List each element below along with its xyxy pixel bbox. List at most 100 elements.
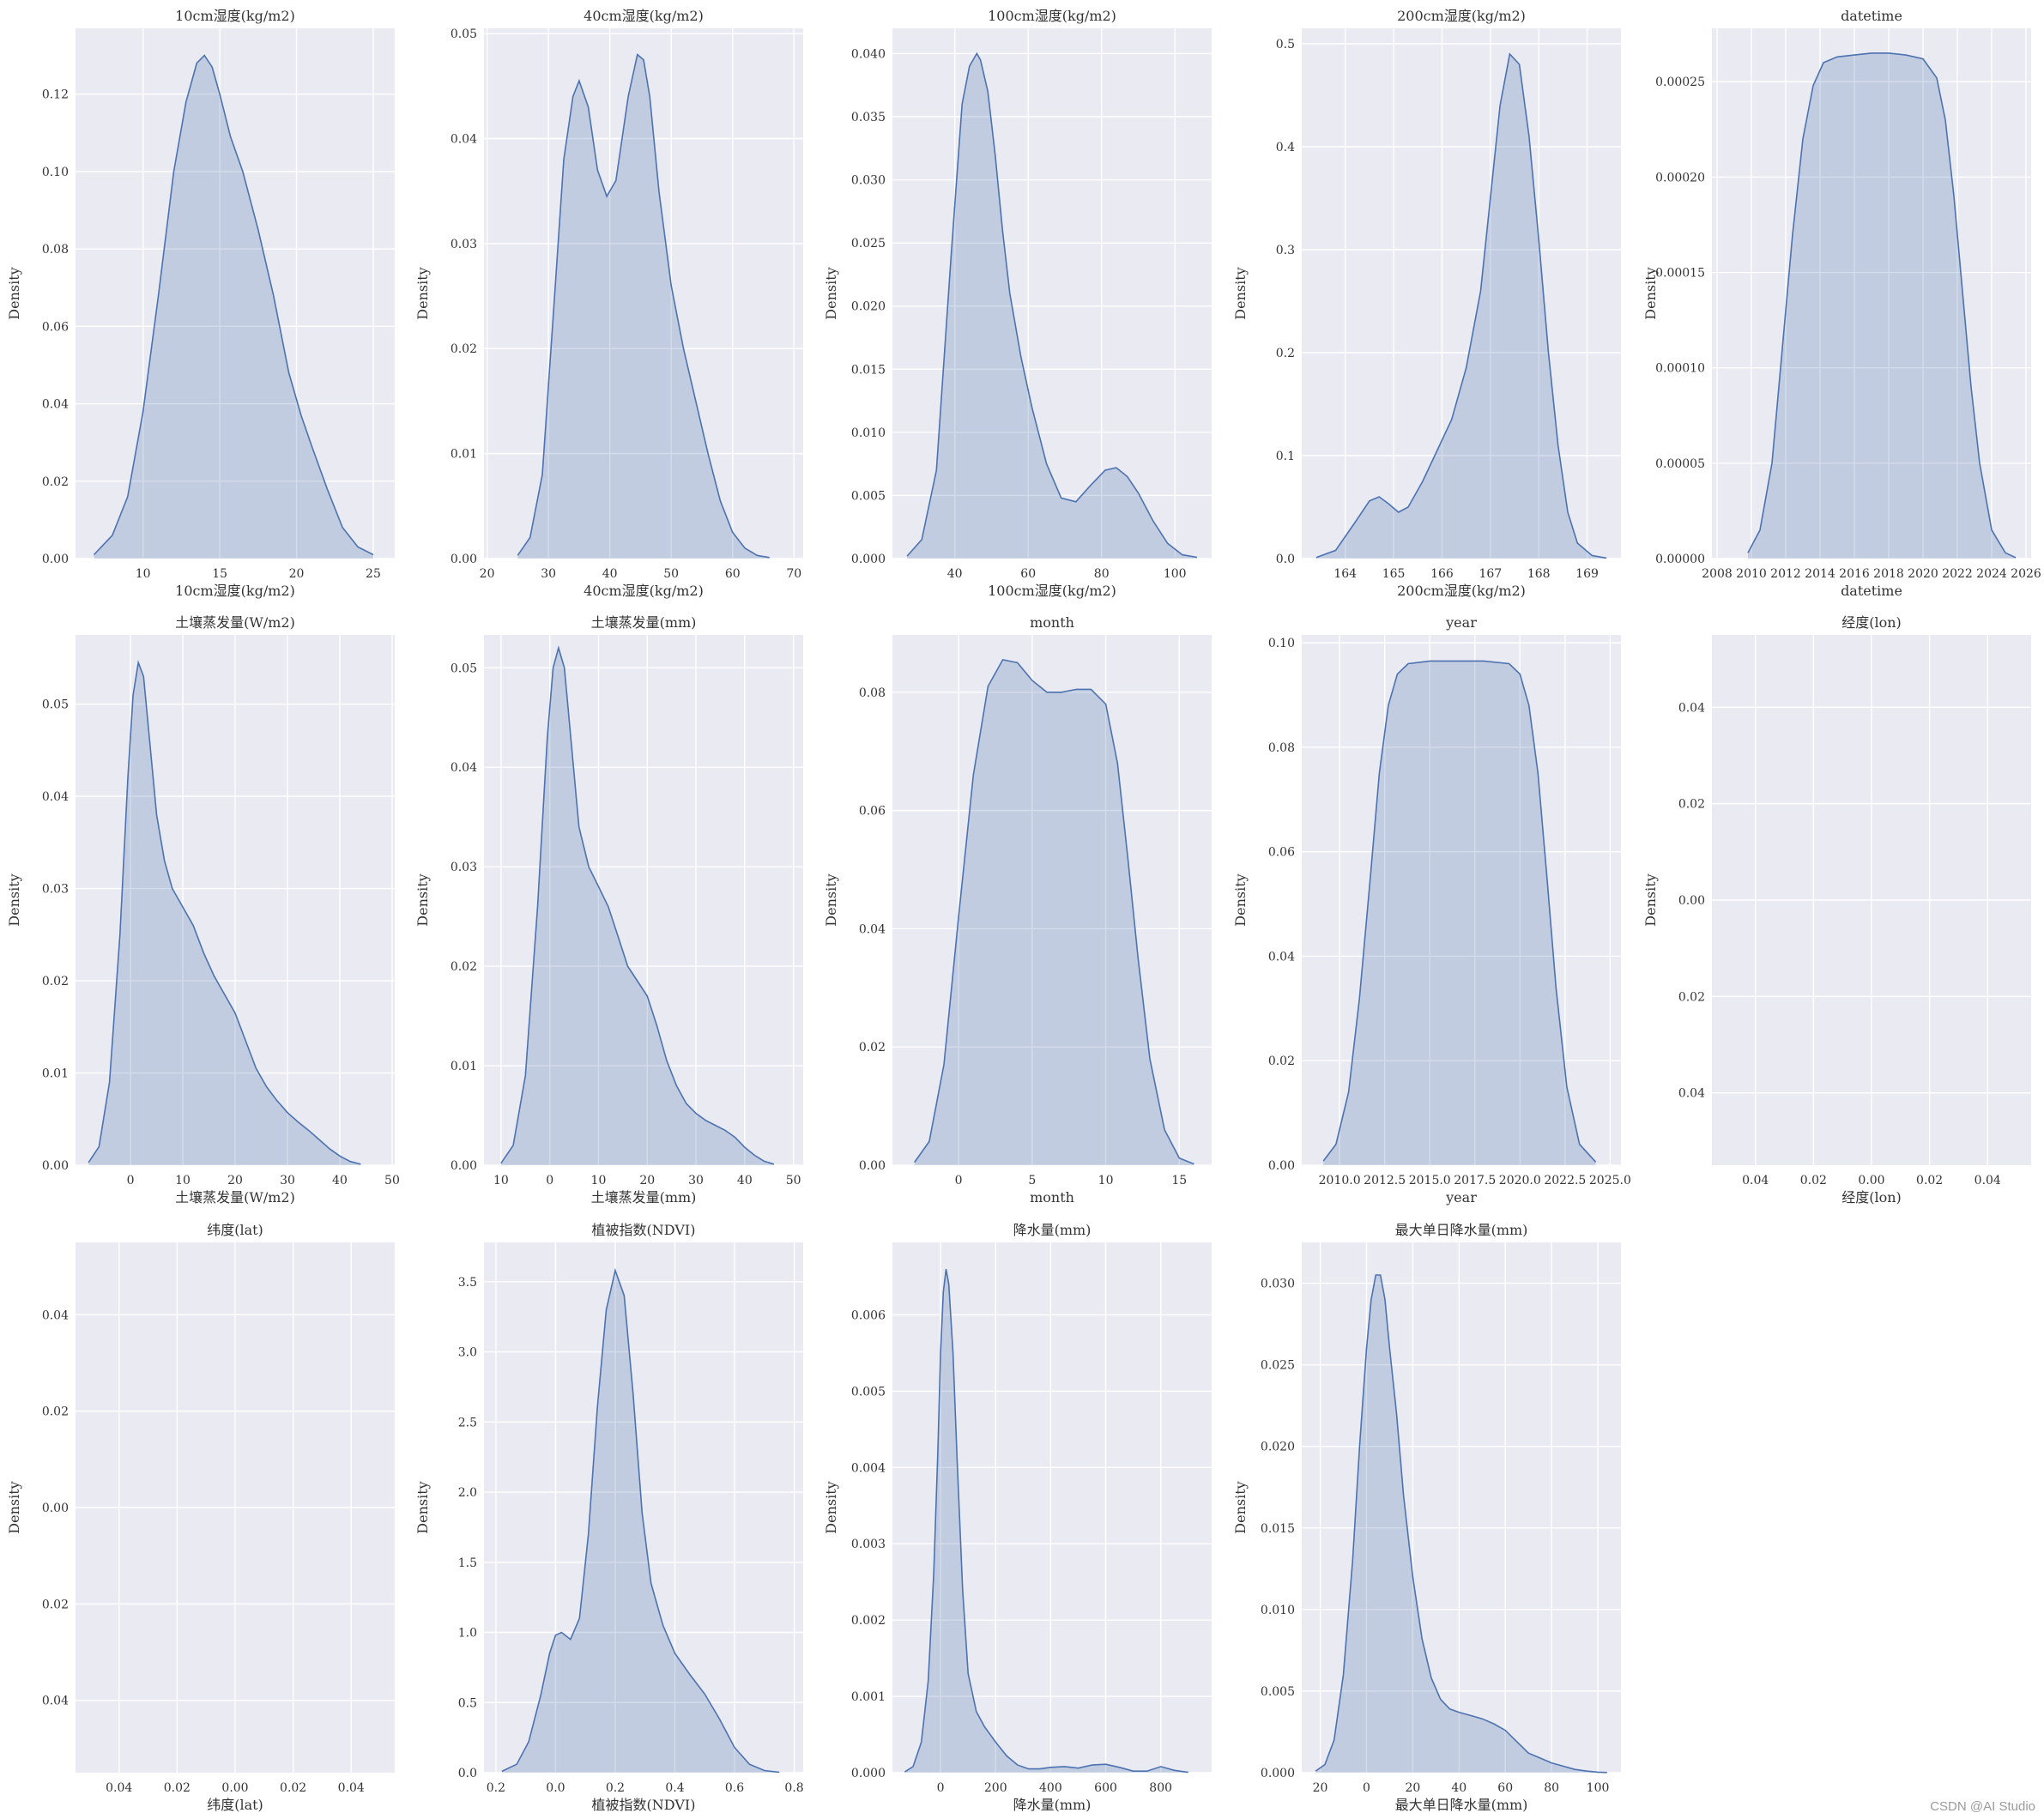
- y-tick-label: 0.040: [851, 47, 886, 61]
- y-tick-label: 3.0: [458, 1346, 477, 1360]
- x-tick-label: 10: [493, 1174, 509, 1187]
- x-axis-label: 40cm湿度(kg/m2): [584, 583, 704, 599]
- y-tick-label: 0.00: [451, 553, 477, 566]
- x-tick-label: 0.6: [725, 1781, 744, 1795]
- y-axis-label: Density: [414, 873, 431, 926]
- x-tick-label: 70: [786, 567, 801, 581]
- x-tick-label: 15: [1171, 1174, 1187, 1187]
- y-tick-label: 0.06: [859, 805, 886, 819]
- x-tick-label: 80: [1544, 1781, 1559, 1795]
- y-tick-label: 0.005: [1261, 1685, 1295, 1699]
- y-tick-label: 0.00: [1268, 1159, 1295, 1173]
- y-tick-label: 0.02: [42, 1405, 69, 1419]
- x-tick-label: 2026: [2011, 567, 2041, 581]
- x-axis-label: 最大单日降水量(mm): [1395, 1797, 1528, 1813]
- y-axis-label: Density: [6, 873, 22, 926]
- density-line: [1315, 1274, 1607, 1774]
- density-area: [1315, 1275, 1607, 1773]
- y-tick-label: 0.006: [851, 1308, 886, 1322]
- y-tick-label: 0.02: [1678, 798, 1705, 812]
- x-tick-label: 40: [947, 567, 963, 581]
- x-tick-label: 0: [127, 1174, 135, 1187]
- y-tick-label: 0.2: [1276, 347, 1295, 360]
- y-tick-label: 0.02: [451, 342, 477, 356]
- x-axis-label: 10cm湿度(kg/m2): [175, 583, 295, 599]
- x-tick-label: 100: [1164, 567, 1187, 581]
- y-tick-label: 0.08: [42, 243, 69, 257]
- density-area: [914, 659, 1194, 1165]
- kde-panel: 164 165 166 167 168 169 0.0 0.1 0.2 0.3 0.4 0.5 200c…: [1232, 8, 1621, 599]
- x-tick-label: 800: [1149, 1781, 1172, 1795]
- y-tick-label: 0.00: [42, 1159, 69, 1173]
- x-tick-label: 2012.5: [1364, 1174, 1406, 1187]
- y-axis-label: Density: [1642, 873, 1659, 926]
- y-tick-label: 1.0: [458, 1627, 477, 1641]
- x-tick-label: 60: [1020, 567, 1036, 581]
- x-tick-label: 165: [1382, 567, 1406, 581]
- x-tick-label: 200: [984, 1781, 1007, 1795]
- density-line: [517, 53, 770, 559]
- x-tick-label: 60: [725, 567, 741, 581]
- y-tick-label: 0.010: [851, 426, 886, 440]
- density-line: [914, 658, 1194, 1165]
- y-tick-label: 0.02: [451, 960, 477, 974]
- y-tick-label: 0.00025: [1655, 76, 1705, 89]
- x-tick-label: 30: [280, 1174, 295, 1187]
- y-tick-label: 0.015: [1261, 1522, 1295, 1536]
- y-tick-label: 0.5: [458, 1696, 477, 1710]
- y-tick-label: 0.005: [851, 1385, 886, 1399]
- plot-area: [892, 635, 1212, 1165]
- y-tick-label: 0.00: [42, 553, 69, 566]
- density-area: [501, 1270, 780, 1773]
- y-tick-label: 0.04: [42, 790, 69, 804]
- y-tick-label: 0.03: [451, 861, 477, 874]
- x-axis-label: 100cm湿度(kg/m2): [988, 583, 1116, 599]
- y-tick-label: 0.000: [1261, 1767, 1295, 1780]
- x-tick-label: 0.04: [1974, 1174, 2001, 1187]
- y-axis-label: Density: [6, 267, 22, 319]
- y-tick-label: 0.010: [1261, 1604, 1295, 1617]
- y-axis-label: Density: [1232, 873, 1249, 926]
- x-tick-label: 0.00: [221, 1781, 248, 1795]
- x-tick-label: 0.00: [1858, 1174, 1884, 1187]
- x-tick-label: 30: [541, 567, 556, 581]
- x-tick-label: 168: [1527, 567, 1551, 581]
- chart-title: 200cm湿度(kg/m2): [1397, 8, 1526, 24]
- y-tick-label: 0.005: [851, 489, 886, 503]
- chart-title: year: [1445, 614, 1477, 631]
- y-tick-label: 0.000: [851, 1767, 886, 1780]
- y-tick-label: 0.0: [1276, 553, 1295, 566]
- y-tick-label: 0.004: [851, 1461, 886, 1475]
- plot-area: [892, 1242, 1212, 1773]
- chart-title: 最大单日降水量(mm): [1395, 1222, 1528, 1238]
- plot-area: [76, 28, 395, 559]
- x-tick-label: 0: [955, 1174, 963, 1187]
- x-axis-label: 植被指数(NDVI): [592, 1797, 696, 1813]
- density-area: [88, 662, 361, 1165]
- kde-panel: 0 200 400 600 800 0.000 0.001 0.002 0.003 0.004 0.…: [823, 1222, 1212, 1813]
- x-tick-label: 0.02: [1800, 1174, 1827, 1187]
- y-tick-label: 0.08: [859, 686, 886, 700]
- kde-panel: 2010.0 2012.5 2015.0 2017.5 2020.0 2022.5 2025…: [1232, 614, 1631, 1206]
- y-tick-label: 0.00010: [1655, 362, 1705, 376]
- x-tick-label: 164: [1333, 567, 1357, 581]
- y-axis-label: Density: [6, 1481, 22, 1533]
- y-tick-label: 0.1: [1276, 450, 1295, 463]
- x-tick-label: 2022.5: [1544, 1174, 1586, 1187]
- kde-panel: 20 30 40 50 60 70 0.00 0.01 0.02 0.03 0.04 0.05 40cm…: [414, 8, 803, 599]
- x-tick-label: 2016: [1839, 567, 1870, 581]
- y-tick-label: 0.10: [1268, 637, 1295, 650]
- y-axis-label: Density: [414, 267, 431, 319]
- chart-title: 降水量(mm): [1013, 1222, 1092, 1238]
- y-tick-label: 3.5: [458, 1276, 477, 1290]
- x-tick-label: 15: [212, 567, 227, 581]
- y-axis-label: Density: [1642, 267, 1659, 319]
- y-tick-label: 0.00015: [1655, 267, 1705, 281]
- y-tick-label: 0.00: [42, 1502, 69, 1515]
- plot-area: [1302, 28, 1621, 559]
- density-line: [1315, 52, 1607, 559]
- x-tick-label: 0: [937, 1781, 945, 1795]
- y-tick-label: 0.035: [851, 111, 886, 124]
- x-tick-label: 0.02: [1916, 1174, 1943, 1187]
